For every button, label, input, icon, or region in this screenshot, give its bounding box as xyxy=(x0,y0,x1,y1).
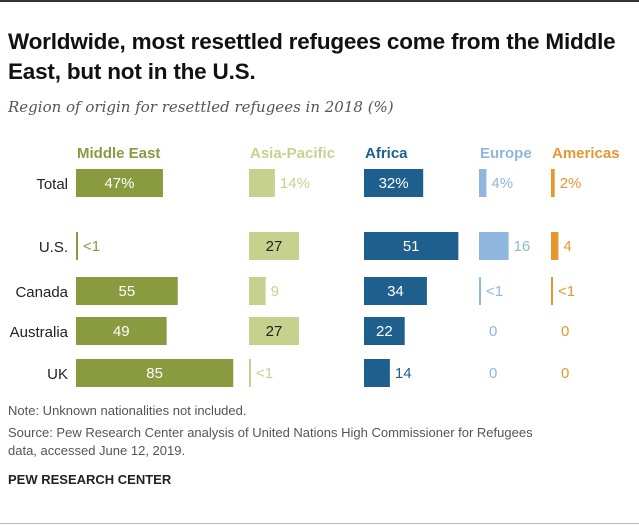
value-label-americas-australia: 0 xyxy=(561,323,569,340)
category-label-uk: UK xyxy=(47,366,68,383)
bar-chart: Middle East Asia-Pacific Africa Europe Ameri… xyxy=(10,145,620,387)
bar-middle-east-u-s xyxy=(76,232,78,260)
chart-subtitle: Region of origin for resettled refugees … xyxy=(8,98,394,116)
category-label-canada: Canada xyxy=(15,284,68,301)
value-label-europe-uk: 0 xyxy=(489,365,497,382)
legend-asia-pacific: Asia-Pacific xyxy=(250,145,335,162)
value-label-middle-east-uk: 85 xyxy=(146,365,163,382)
bar-africa-u-s xyxy=(364,232,459,260)
bar-americas-total xyxy=(551,169,555,197)
chart-title: Worldwide, most resettled refugees come … xyxy=(8,29,616,84)
value-label-asia-pacific-uk: <1 xyxy=(256,365,273,382)
bar-asia-pacific-canada xyxy=(249,277,266,305)
bar-africa-canada xyxy=(364,277,427,305)
category-label-total: Total xyxy=(36,176,68,193)
bottom-rule xyxy=(0,523,639,524)
bar-asia-pacific-total xyxy=(249,169,275,197)
brand-footer: PEW RESEARCH CENTER xyxy=(8,472,172,487)
bar-americas-u-s xyxy=(551,232,559,260)
bar-europe-u-s xyxy=(479,232,509,260)
value-label-asia-pacific-total: 14% xyxy=(280,175,310,192)
value-label-middle-east-canada: 55 xyxy=(119,283,136,300)
value-label-africa-total: 32% xyxy=(379,175,409,192)
category-label-australia: Australia xyxy=(10,324,69,341)
value-label-asia-pacific-canada: 9 xyxy=(271,283,279,300)
chart-source-line-2: data, accessed June 12, 2019. xyxy=(8,443,186,458)
bar-americas-canada xyxy=(551,277,553,305)
legend-middle-east: Middle East xyxy=(77,145,160,162)
legend-africa: Africa xyxy=(365,145,408,162)
value-label-middle-east-australia: 49 xyxy=(113,323,130,340)
bar-europe-canada xyxy=(479,277,481,305)
bar-middle-east-uk xyxy=(76,359,234,387)
value-label-americas-u-s: 4 xyxy=(563,238,571,255)
value-label-americas-canada: <1 xyxy=(558,283,575,300)
legend-europe: Europe xyxy=(480,145,532,162)
bar-middle-east-australia xyxy=(76,317,167,345)
value-label-americas-total: 2% xyxy=(560,175,582,192)
chart-note: Note: Unknown nationalities not included… xyxy=(8,403,247,418)
value-label-africa-australia: 22 xyxy=(376,323,393,340)
value-label-africa-canada: 34 xyxy=(387,283,404,300)
bar-africa-uk xyxy=(364,359,390,387)
value-label-europe-total: 4% xyxy=(491,175,513,192)
value-label-europe-canada: <1 xyxy=(486,283,503,300)
bar-europe-total xyxy=(479,169,487,197)
category-label-u-s: U.S. xyxy=(39,239,68,256)
value-label-asia-pacific-australia: 27 xyxy=(266,323,283,340)
value-label-europe-australia: 0 xyxy=(489,323,497,340)
value-label-africa-u-s: 51 xyxy=(403,238,420,255)
value-label-middle-east-total: 47% xyxy=(104,175,134,192)
bar-middle-east-canada xyxy=(76,277,178,305)
value-label-americas-uk: 0 xyxy=(561,365,569,382)
bar-middle-east-total xyxy=(76,169,163,197)
value-label-europe-u-s: 16 xyxy=(514,238,531,255)
legend-americas: Americas xyxy=(552,145,620,162)
value-label-middle-east-u-s: <1 xyxy=(83,238,100,255)
value-label-asia-pacific-u-s: 27 xyxy=(266,238,283,255)
bar-africa-australia xyxy=(364,317,405,345)
top-rule xyxy=(0,0,639,2)
bar-asia-pacific-australia xyxy=(249,317,299,345)
bar-asia-pacific-uk xyxy=(249,359,251,387)
value-label-africa-uk: 14 xyxy=(395,365,412,382)
bar-asia-pacific-u-s xyxy=(249,232,299,260)
bar-africa-total xyxy=(364,169,424,197)
chart-source-line-1: Source: Pew Research Center analysis of … xyxy=(8,425,533,440)
